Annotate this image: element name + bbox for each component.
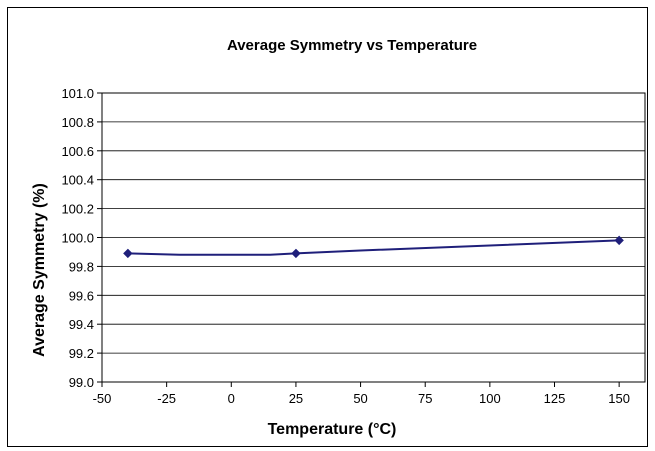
- chart-title: Average Symmetry vs Temperature: [227, 37, 477, 54]
- tick-label-y: 99.4: [69, 317, 94, 332]
- plot-area-border: [101, 92, 646, 383]
- tick-label-x: -25: [157, 391, 176, 406]
- tick-label-y: 100.8: [61, 115, 94, 130]
- tick-label-y: 99.6: [69, 288, 94, 303]
- tick-label-y: 101.0: [61, 86, 94, 101]
- tick-label-y: 100.0: [61, 231, 94, 246]
- tick-label-x: -50: [93, 391, 112, 406]
- tick-label-x: 75: [418, 391, 432, 406]
- tick-label-y: 100.4: [61, 173, 94, 188]
- chart-frame: [7, 7, 648, 447]
- tick-label-y: 99.8: [69, 259, 94, 274]
- data-point-marker: [123, 248, 133, 259]
- tick-label-x: 150: [608, 391, 630, 406]
- tick-label-y: 100.6: [61, 144, 94, 159]
- tick-label-x: 0: [228, 391, 235, 406]
- tick-label-y: 100.2: [61, 202, 94, 217]
- tick-label-x: 25: [289, 391, 303, 406]
- x-axis-title: Temperature (°C): [268, 421, 397, 438]
- tick-label-x: 50: [353, 391, 367, 406]
- y-axis-title: Average Symmetry (%): [31, 183, 48, 357]
- series-line: [127, 239, 620, 256]
- tick-label-y: 99.0: [69, 375, 94, 390]
- tick-label-x: 100: [479, 391, 501, 406]
- tick-label-x: 125: [544, 391, 566, 406]
- data-point-marker: [614, 235, 624, 246]
- tick-label-y: 99.2: [69, 346, 94, 361]
- data-point-marker: [291, 248, 301, 259]
